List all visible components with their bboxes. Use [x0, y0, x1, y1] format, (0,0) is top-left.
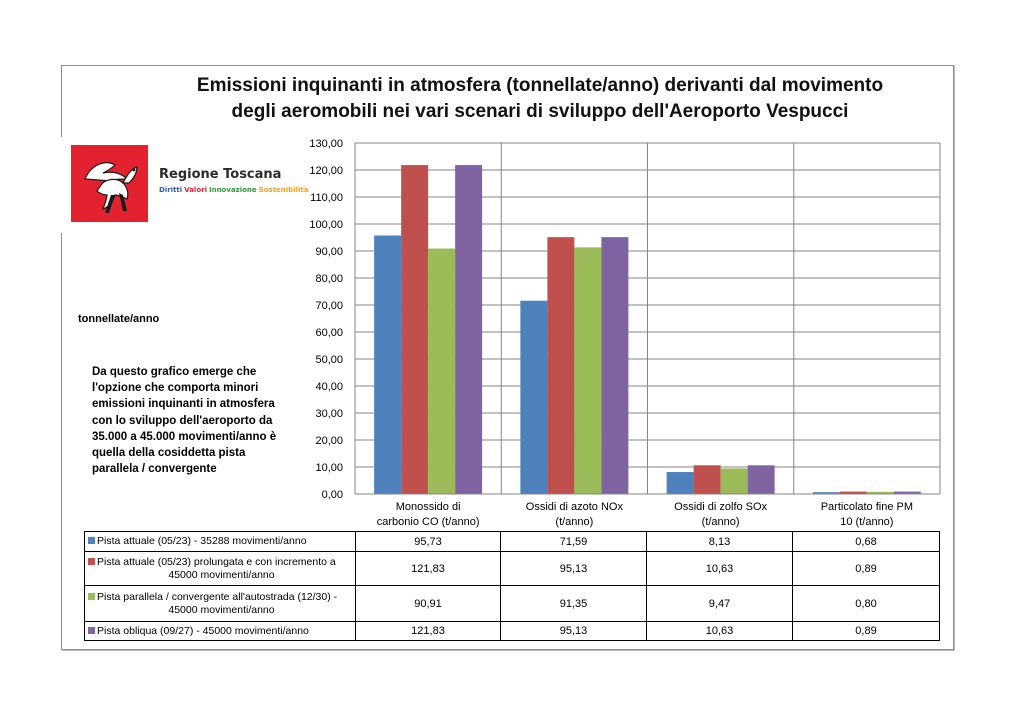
data-table-cell: 90,91 [355, 585, 501, 622]
x-category-label: Ossidi di zolfo SOx [674, 501, 767, 513]
x-category-label: Monossido di [396, 501, 461, 513]
data-table-cell: 0,89 [792, 551, 940, 586]
data-table-cell: 91,35 [500, 585, 647, 622]
bar [720, 468, 748, 494]
x-category-label: (t/anno) [555, 516, 593, 528]
y-tick-label: 40,00 [315, 381, 343, 393]
data-table-row: Pista parallela / convergente all'autost… [84, 585, 940, 622]
x-category-label: 10 (t/anno) [840, 516, 893, 528]
data-table-cell: 10,63 [646, 551, 793, 586]
bar [893, 491, 921, 494]
legend-entry: Pista attuale (05/23) - 35288 movimenti/… [84, 531, 356, 552]
x-category-label: (t/anno) [702, 516, 740, 528]
logo-tagline: Diritti Valori Innovazione Sostenibilità [159, 186, 310, 194]
bar [374, 235, 402, 495]
legend-entry-text: 45000 movimenti/anno [168, 603, 275, 616]
data-table-cell: 121,83 [355, 551, 501, 586]
y-tick-label: 70,00 [315, 300, 343, 312]
chart-title-line-1: Emissioni inquinanti in atmosfera (tonne… [196, 75, 884, 96]
x-category-label: Ossidi di azoto NOx [526, 501, 624, 513]
y-tick-label: 30,00 [315, 408, 343, 420]
logo-tagline-word: Sostenibilità [258, 186, 309, 194]
bar [693, 465, 721, 494]
bar [601, 237, 629, 495]
regione-toscana-logo: Regione Toscana Diritti Valori Innovazione… [61, 137, 308, 233]
bar [455, 165, 483, 494]
data-table-cell: 121,83 [355, 621, 501, 641]
legend-entry: Pista obliqua (09/27) - 45000 movimenti/… [84, 621, 356, 641]
bar [428, 248, 456, 494]
bar [547, 237, 575, 495]
chart-title: Emissioni inquinanti in atmosfera (tonne… [160, 73, 920, 125]
x-category-label: carbonio CO (t/anno) [377, 516, 480, 528]
legend-swatch [88, 537, 95, 544]
y-tick-label: 90,00 [315, 246, 343, 258]
bar [866, 491, 894, 494]
data-table: Pista attuale (05/23) - 35288 movimenti/… [84, 531, 940, 641]
legend-entry-text: Pista attuale (05/23) prolungata e con i… [88, 556, 355, 569]
data-table-cell: 95,73 [355, 531, 501, 552]
y-tick-label: 20,00 [315, 435, 343, 447]
legend-entry-text: Pista attuale (05/23) - 35288 movimenti/… [88, 535, 355, 548]
logo-tagline-word: Innovazione [208, 186, 257, 194]
data-table-row: Pista attuale (05/23) prolungata e con i… [84, 551, 940, 586]
data-table-cell: 10,63 [646, 621, 793, 641]
y-tick-label: 110,00 [310, 192, 343, 204]
bar [839, 491, 867, 494]
y-tick-label: 120,00 [309, 165, 343, 177]
data-table-cell: 0,68 [792, 531, 940, 552]
data-table-body: Pista attuale (05/23) - 35288 movimenti/… [84, 531, 940, 641]
logo-emblem [71, 145, 148, 222]
logo-tagline-word: Diritti [159, 186, 183, 194]
data-table-cell: 0,89 [792, 621, 940, 641]
data-table-cell: 9,47 [646, 585, 793, 622]
y-tick-label: 130,00 [309, 138, 343, 150]
bar [747, 465, 775, 494]
y-tick-label: 60,00 [315, 327, 343, 339]
data-table-cell: 95,13 [500, 551, 647, 586]
legend-swatch [88, 626, 95, 634]
data-table-cell: 95,13 [500, 621, 647, 641]
bar [812, 492, 840, 494]
y-tick-label: 80,00 [315, 273, 343, 285]
legend-entry: Pista parallela / convergente all'autost… [84, 585, 356, 622]
pegasus-icon [84, 162, 138, 213]
bar [574, 247, 602, 494]
data-table-cell: 0,80 [792, 585, 940, 622]
data-table-row: Pista attuale (05/23) - 35288 movimenti/… [84, 531, 940, 552]
legend-entry-text: 45000 movimenti/anno [168, 568, 275, 581]
y-tick-label: 100,00 [309, 219, 343, 231]
data-table-cell: 71,59 [500, 531, 647, 552]
bar [520, 300, 548, 494]
logo-tagline-word: Valori [184, 186, 207, 194]
chart-title-line-2: degli aeromobili nei vari scenari di svi… [231, 101, 849, 122]
data-table-cell: 8,13 [646, 531, 793, 552]
logo-name: Regione Toscana [159, 167, 282, 182]
legend-entry-text: Pista obliqua (09/27) - 45000 movimenti/… [88, 625, 355, 638]
legend-swatch [88, 557, 95, 565]
legend-swatch [88, 592, 95, 600]
data-table-row: Pista obliqua (09/27) - 45000 movimenti/… [84, 621, 940, 641]
y-axis-unit-label: tonnellate/anno [78, 313, 160, 325]
y-tick-label: 10,00 [315, 462, 343, 474]
bar [666, 472, 694, 494]
legend-entry-text: Pista parallela / convergente all'autost… [88, 591, 355, 604]
y-tick-label: 50,00 [315, 354, 343, 366]
y-tick-label: 0,00 [322, 489, 343, 501]
bar [401, 165, 429, 494]
chart-frame [61, 65, 954, 650]
legend-entry: Pista attuale (05/23) prolungata e con i… [84, 551, 356, 586]
chart-annotation: Da questo grafico emerge che l'opzione c… [92, 366, 277, 476]
x-category-label: Particolato fine PM [821, 501, 913, 513]
